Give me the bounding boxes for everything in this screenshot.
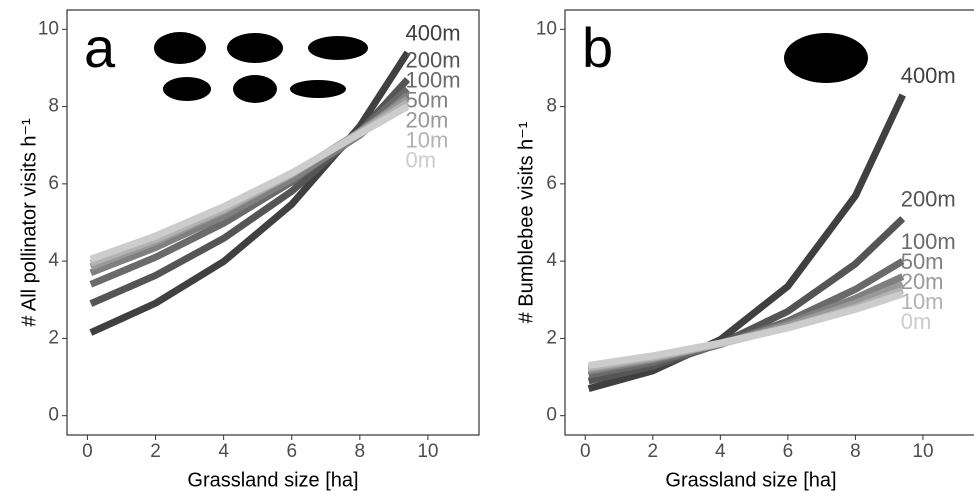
series-line xyxy=(587,216,906,385)
x-tick-label: 8 xyxy=(850,441,861,462)
x-tick-label: 4 xyxy=(715,441,726,462)
line-label: 20m xyxy=(405,107,448,132)
line-label: 0m xyxy=(405,147,436,172)
y-tick-label: 10 xyxy=(38,18,59,39)
y-tick-label: 8 xyxy=(48,96,59,117)
line-label: 50m xyxy=(405,87,448,112)
line-label: 10m xyxy=(405,127,448,152)
line-label: 400m xyxy=(405,20,460,45)
series-line xyxy=(89,103,410,263)
line-label: 100m xyxy=(901,229,956,254)
y-tick-label: 2 xyxy=(48,327,59,348)
y-tick-label: 6 xyxy=(48,173,59,194)
x-tick-label: 10 xyxy=(417,441,438,462)
y-tick-label: 8 xyxy=(546,96,557,117)
plot-frame xyxy=(66,9,480,436)
line-label: 50m xyxy=(901,249,944,274)
y-axis-title: # Bumblebee visits h⁻¹ xyxy=(515,121,537,323)
x-tick-label: 6 xyxy=(783,441,794,462)
series-line xyxy=(89,50,411,336)
series-line xyxy=(587,93,906,393)
line-label: 400m xyxy=(901,63,956,88)
x-axis-title: Grassland size [ha] xyxy=(187,469,358,491)
y-tick-label: 4 xyxy=(48,250,59,271)
y-tick-label: 0 xyxy=(48,405,59,426)
x-tick-label: 10 xyxy=(912,441,933,462)
x-tick-label: 0 xyxy=(580,441,591,462)
y-tick-label: 6 xyxy=(546,173,557,194)
x-tick-label: 4 xyxy=(218,441,229,462)
x-tick-label: 0 xyxy=(82,441,93,462)
series-line xyxy=(588,290,904,369)
line-label: 20m xyxy=(901,269,944,294)
x-tick-label: 8 xyxy=(355,441,366,462)
panel-label: b xyxy=(582,16,613,79)
line-label: 200m xyxy=(901,186,956,211)
y-tick-label: 4 xyxy=(546,250,557,271)
insect-icons xyxy=(154,32,868,103)
y-tick-label: 2 xyxy=(546,327,557,348)
panel-label: a xyxy=(84,16,116,79)
x-tick-label: 6 xyxy=(286,441,297,462)
x-tick-label: 2 xyxy=(150,441,161,462)
x-tick-label: 2 xyxy=(648,441,659,462)
y-tick-label: 10 xyxy=(536,18,557,39)
y-axis-title: # All pollinator visits h⁻¹ xyxy=(18,118,40,327)
line-label: 100m xyxy=(405,67,460,92)
x-axis-title: Grassland size [ha] xyxy=(665,469,836,491)
line-label: 200m xyxy=(405,47,460,72)
y-tick-label: 0 xyxy=(546,405,557,426)
line-label: 10m xyxy=(901,289,944,314)
line-label: 0m xyxy=(901,309,932,334)
plot-frame xyxy=(564,9,974,436)
